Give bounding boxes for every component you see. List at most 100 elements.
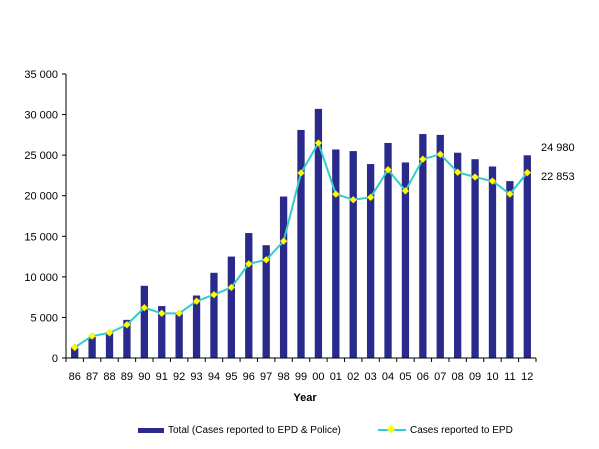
total-bar <box>523 155 531 358</box>
total-bar <box>210 272 218 358</box>
epd-point <box>523 168 532 177</box>
x-tick-label: 94 <box>208 371 220 383</box>
total-bar <box>279 196 288 358</box>
x-tick-label: 87 <box>86 371 98 383</box>
epd-last-value-label: 22 853 <box>541 171 575 183</box>
legend-label-epd: Cases reported to EPD <box>410 424 513 436</box>
total-bar <box>140 285 148 358</box>
y-axis: 0 5 000 10 000 15 000 20 000 25 000 30 000 35 0… <box>24 69 67 365</box>
x-tick-label: 00 <box>312 371 324 383</box>
x-tick-label: 86 <box>69 371 81 383</box>
total-bar <box>471 159 479 358</box>
x-tick-label: 03 <box>365 371 377 383</box>
x-tick-label: 06 <box>417 371 429 383</box>
x-tick-label: 99 <box>295 371 307 383</box>
total-bar <box>227 256 236 358</box>
y-tick-label: 25 000 <box>24 150 58 162</box>
epd-point <box>227 283 236 292</box>
x-tick-label: 08 <box>452 371 464 383</box>
total-bar <box>105 332 114 358</box>
epd-point <box>297 169 305 177</box>
y-tick-label: 30 000 <box>24 110 58 122</box>
y-tick-label: 15 000 <box>24 231 58 243</box>
total-cases-bars <box>71 108 531 359</box>
epd-point <box>436 150 445 159</box>
total-bar <box>88 336 96 358</box>
legend-swatch-line <box>378 425 406 435</box>
epd-point <box>279 237 288 246</box>
y-tick-label: 0 <box>52 353 58 365</box>
x-tick-label: 12 <box>521 371 533 383</box>
epd-point <box>210 290 218 299</box>
epd-point <box>157 309 166 318</box>
x-tick-label: 02 <box>347 371 359 383</box>
epd-point <box>384 165 392 174</box>
total-bar <box>245 233 253 358</box>
x-tick-label: 93 <box>190 371 202 383</box>
total-bar <box>71 347 79 358</box>
legend-item-total: Total (Cases reported to EPD & Police) <box>138 422 341 438</box>
epd-point <box>401 186 410 195</box>
x-tick-label: 89 <box>121 371 133 383</box>
x-tick-label: 04 <box>382 371 394 383</box>
x-tick-label: 88 <box>103 371 115 383</box>
epd-point <box>453 168 462 177</box>
x-tick-label: 97 <box>260 371 272 383</box>
legend-swatch-bar <box>138 427 164 433</box>
total-bar <box>401 162 410 358</box>
total-bar <box>384 142 392 358</box>
x-tick-label: 96 <box>243 371 255 383</box>
x-tick-label: 11 <box>504 371 515 383</box>
total-bar <box>436 134 444 358</box>
total-bar <box>349 151 357 358</box>
x-tick-label: 07 <box>434 371 446 383</box>
x-tick-label: 09 <box>469 371 481 383</box>
epd-point <box>349 195 358 204</box>
legend: Total (Cases reported to EPD & Police) C… <box>0 422 599 440</box>
epd-point <box>88 332 96 340</box>
x-tick-label: 91 <box>156 371 168 383</box>
x-tick-label: 90 <box>138 371 150 383</box>
epd-point <box>331 190 340 198</box>
total-bar <box>332 149 340 358</box>
total-bar <box>488 166 497 358</box>
epd-point <box>418 155 427 164</box>
epd-cases-line <box>70 139 532 352</box>
epd-point <box>488 177 497 185</box>
x-tick-label: 92 <box>173 371 185 383</box>
total-bar <box>366 164 375 358</box>
x-axis: 86 87 88 89 90 91 92 93 94 95 96 97 98 99 00 01 02 03 04 05… <box>65 357 537 383</box>
total-bar <box>262 245 270 358</box>
x-axis-title: Year <box>293 392 317 404</box>
total-bar <box>314 108 323 359</box>
total-bar <box>123 319 131 358</box>
legend-item-epd: Cases reported to EPD <box>378 422 513 438</box>
x-tick-label: 95 <box>225 371 237 383</box>
total-bar <box>175 312 183 358</box>
epd-point <box>192 297 201 306</box>
y-tick-label: 20 000 <box>24 191 58 203</box>
total-bar <box>506 181 514 358</box>
total-bar <box>419 134 427 358</box>
epd-point <box>314 139 323 147</box>
epd-point <box>244 260 253 268</box>
total-last-value-label: 24 980 <box>541 142 575 154</box>
epd-point <box>366 193 375 202</box>
epd-point <box>70 343 79 352</box>
total-bar <box>454 152 462 358</box>
x-tick-label: 01 <box>330 371 342 383</box>
x-tick-label: 05 <box>399 371 411 383</box>
epd-point <box>471 173 479 181</box>
y-tick-label: 35 000 <box>24 69 58 81</box>
epd-point <box>262 255 271 264</box>
total-bar <box>297 129 305 358</box>
epd-point <box>175 309 184 318</box>
total-bar <box>192 295 201 358</box>
epd-point <box>123 320 131 329</box>
epd-point <box>105 328 114 337</box>
y-tick-label: 10 000 <box>24 272 58 284</box>
x-tick-label: 98 <box>277 371 289 383</box>
x-tick-label: 10 <box>486 371 498 383</box>
y-tick-label: 5 000 <box>30 312 58 324</box>
